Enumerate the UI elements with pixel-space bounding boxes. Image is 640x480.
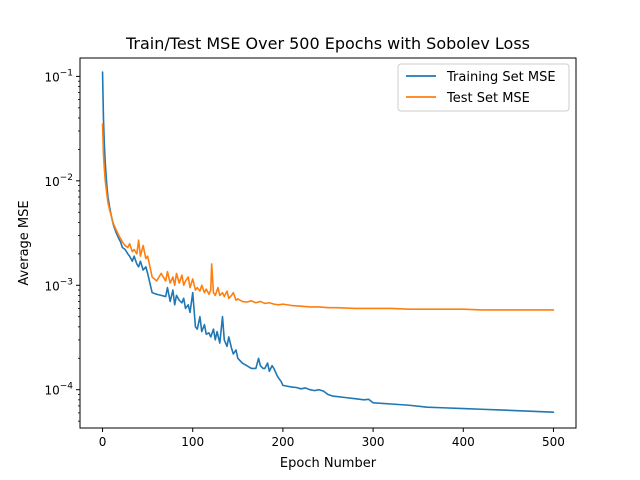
x-tick-label: 500: [542, 435, 565, 449]
plot-area-frame: [79, 57, 577, 429]
x-axis-label: Epoch Number: [280, 456, 377, 471]
x-tick-label: 100: [181, 435, 204, 449]
series-line-training: [101, 71, 555, 413]
chart-title: Train/Test MSE Over 500 Epochs with Sobo…: [125, 34, 530, 53]
y-tick-label: 10−1: [44, 68, 73, 84]
y-tick-base: 10: [44, 175, 59, 189]
legend-label-training: Training Set MSE: [446, 70, 556, 85]
y-tick-label: 10−4: [44, 382, 73, 398]
legend-label-test: Test Set MSE: [446, 91, 530, 106]
y-tick-label: 10−3: [44, 277, 73, 293]
y-tick-label: 10−2: [44, 173, 73, 189]
y-axis-label: Average MSE: [17, 200, 32, 285]
y-tick-exponent: −4: [60, 382, 74, 392]
y-tick-exponent: −1: [60, 68, 73, 78]
x-tick-label: 300: [362, 435, 385, 449]
series-line-test: [101, 123, 555, 311]
y-tick-exponent: −3: [60, 277, 73, 287]
legend-box: [397, 63, 570, 112]
x-tick-label: 0: [99, 435, 107, 449]
y-tick-base: 10: [44, 279, 59, 293]
y-tick-exponent: −2: [60, 173, 73, 183]
legend: Training Set MSE Test Set MSE: [397, 63, 570, 112]
y-tick-base: 10: [44, 70, 59, 84]
series-layer: [101, 71, 555, 413]
y-tick-base: 10: [44, 384, 59, 398]
x-tick-label: 200: [271, 435, 294, 449]
x-tick-label: 400: [452, 435, 475, 449]
